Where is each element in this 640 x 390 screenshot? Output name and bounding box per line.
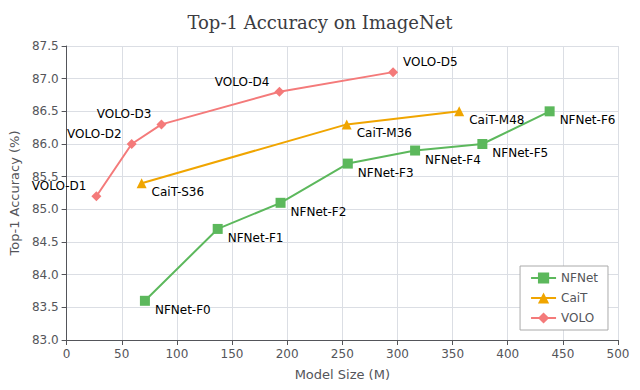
svg-text:150: 150	[221, 347, 244, 361]
svg-text:84.0: 84.0	[32, 268, 59, 282]
svg-text:VOLO-D3: VOLO-D3	[97, 107, 152, 121]
svg-text:VOLO-D5: VOLO-D5	[403, 55, 458, 69]
svg-text:NFNet-F2: NFNet-F2	[291, 205, 347, 219]
svg-text:84.5: 84.5	[32, 235, 59, 249]
svg-text:87.0: 87.0	[32, 72, 59, 86]
svg-text:200: 200	[276, 347, 299, 361]
svg-text:NFNet-F4: NFNet-F4	[425, 153, 481, 167]
svg-text:50: 50	[114, 347, 129, 361]
svg-text:100: 100	[165, 347, 188, 361]
svg-text:VOLO: VOLO	[561, 311, 594, 325]
svg-text:87.5: 87.5	[32, 39, 59, 53]
svg-text:VOLO-D1: VOLO-D1	[32, 179, 87, 193]
svg-text:NFNet-F5: NFNet-F5	[492, 146, 548, 160]
svg-text:0: 0	[63, 347, 71, 361]
svg-text:Model Size (M): Model Size (M)	[295, 367, 390, 382]
svg-text:NFNet-F6: NFNet-F6	[560, 113, 616, 127]
svg-text:85.0: 85.0	[32, 202, 59, 216]
svg-text:83.5: 83.5	[32, 300, 59, 314]
svg-text:NFNet-F0: NFNet-F0	[155, 303, 211, 317]
svg-text:350: 350	[441, 347, 464, 361]
svg-text:CaiT-M48: CaiT-M48	[469, 113, 524, 127]
svg-text:Top-1 Accuracy (%): Top-1 Accuracy (%)	[7, 130, 22, 256]
svg-text:NFNet: NFNet	[561, 271, 598, 285]
svg-text:VOLO-D4: VOLO-D4	[215, 75, 270, 89]
svg-text:86.0: 86.0	[32, 137, 59, 151]
svg-text:400: 400	[496, 347, 519, 361]
svg-text:CaiT: CaiT	[561, 291, 588, 305]
svg-text:85.5: 85.5	[31, 169, 59, 184]
svg-text:500: 500	[607, 347, 630, 361]
svg-text:83.0: 83.0	[32, 333, 59, 347]
svg-text:250: 250	[331, 347, 354, 361]
svg-text:NFNet-F1: NFNet-F1	[228, 231, 284, 245]
svg-text:Top-1 Accuracy on ImageNet: Top-1 Accuracy on ImageNet	[187, 12, 453, 33]
svg-text:CaiT-S36: CaiT-S36	[152, 185, 205, 199]
svg-text:CaiT-M36: CaiT-M36	[357, 126, 412, 140]
svg-text:NFNet-F3: NFNet-F3	[358, 166, 414, 180]
svg-text:86.5: 86.5	[32, 104, 59, 118]
svg-text:VOLO-D2: VOLO-D2	[67, 127, 122, 141]
svg-text:450: 450	[551, 347, 574, 361]
svg-text:300: 300	[386, 347, 409, 361]
